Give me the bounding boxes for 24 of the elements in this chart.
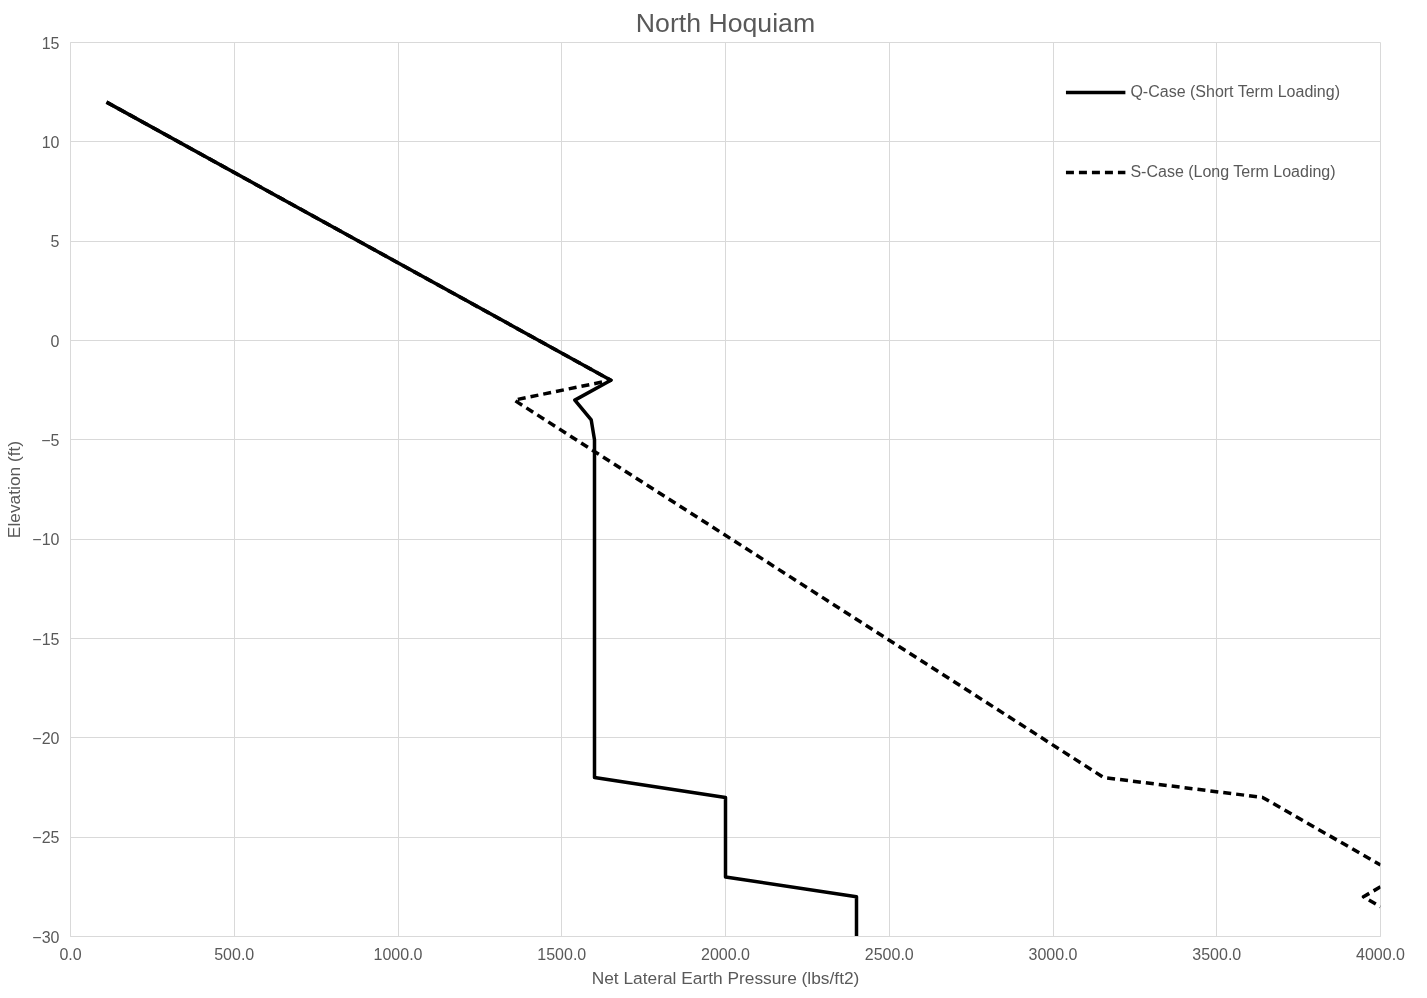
y-tick-label: −30 — [32, 928, 60, 946]
y-tick-label: −5 — [41, 431, 60, 449]
y-tick-label: 15 — [41, 34, 60, 52]
x-tick-label: 2000.0 — [701, 945, 751, 963]
x-tick-label: 500.0 — [214, 945, 255, 963]
y-tick-label: −15 — [32, 630, 60, 648]
x-tick-label: 2500.0 — [864, 945, 914, 963]
x-tick-label: 1000.0 — [373, 945, 423, 963]
x-tick-label: 3000.0 — [1028, 945, 1078, 963]
legend-label: Q-Case (Short Term Loading) — [1130, 83, 1340, 101]
x-tick-label: 0.0 — [59, 945, 82, 963]
y-tick-label: −25 — [32, 829, 60, 847]
x-tick-label: 1500.0 — [537, 945, 587, 963]
y-tick-label: −10 — [32, 531, 60, 549]
y-axis-title: Elevation (ft) — [4, 440, 25, 539]
y-tick-label: 10 — [41, 133, 60, 151]
chart-title: North Hoquiam — [635, 7, 816, 38]
y-tick-label: 5 — [50, 233, 60, 251]
y-tick-label: 0 — [50, 332, 60, 350]
legend-label: S-Case (Long Term Loading) — [1130, 163, 1336, 181]
x-axis-title: Net Lateral Earth Pressure (lbs/ft2) — [591, 967, 860, 988]
x-tick-label: 3500.0 — [1192, 945, 1242, 963]
y-tick-label: −20 — [32, 729, 60, 747]
x-tick-label: 4000.0 — [1356, 945, 1406, 963]
